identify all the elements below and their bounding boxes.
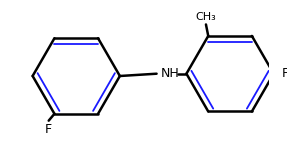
Text: CH₃: CH₃ <box>195 12 216 22</box>
Text: NH: NH <box>161 67 180 80</box>
Text: F: F <box>282 67 287 80</box>
Text: F: F <box>45 123 52 136</box>
